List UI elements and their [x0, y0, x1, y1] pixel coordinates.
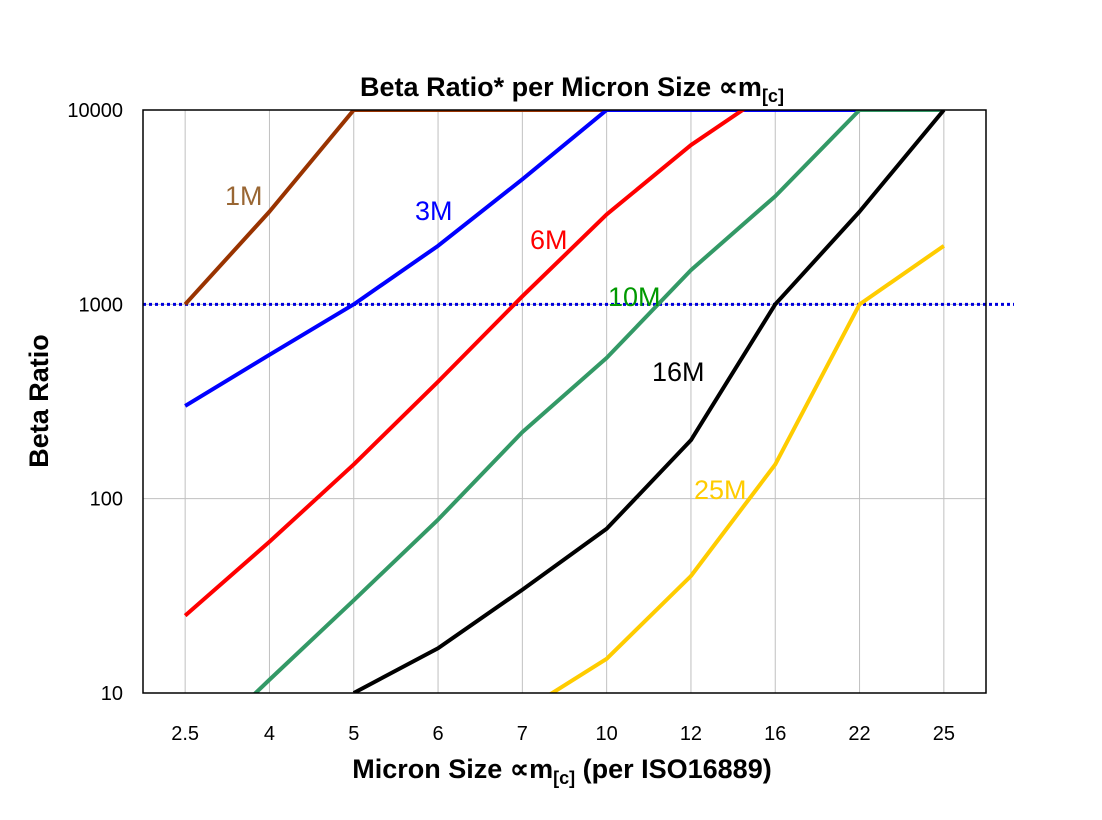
x-tick-label: 4 — [264, 723, 275, 745]
series-label-10M: 10M — [608, 282, 661, 312]
y-axis-title: Beta Ratio — [24, 334, 54, 468]
series-line-25M — [548, 244, 945, 693]
series-line-3M — [184, 110, 944, 408]
x-axis-title: Micron Size ∝m[c] (per ISO16889) — [352, 754, 771, 788]
x-tick-label: 6 — [432, 723, 443, 745]
x-tick-label: 22 — [848, 723, 870, 745]
x-tick-labels: 2.5 4 5 6 7 10 12 16 22 25 — [171, 723, 955, 745]
x-tick-label: 16 — [764, 723, 786, 745]
x-tick-label: 12 — [680, 723, 702, 745]
x-tick-label: 5 — [348, 723, 359, 745]
x-tick-label: 7 — [517, 723, 528, 745]
x-tick-label: 10 — [596, 723, 618, 745]
y-tick-label: 100 — [90, 489, 123, 511]
series-label-1M: 1M — [225, 181, 263, 211]
plot-area — [143, 110, 986, 693]
plot-border — [142, 109, 987, 694]
series-line-16M — [352, 110, 946, 693]
series-line-10M — [252, 110, 944, 693]
chart-title: Beta Ratio* per Micron Size ∝m[c] — [360, 72, 784, 106]
series-line-6M — [183, 110, 747, 618]
x-tick-label: 2.5 — [171, 723, 199, 745]
series-label-16M: 16M — [652, 357, 705, 387]
y-tick-label: 10 — [101, 683, 123, 705]
y-tick-label: 10000 — [67, 100, 123, 122]
x-tick-label: 25 — [933, 723, 955, 745]
series-label-25M: 25M — [694, 475, 747, 505]
series-lines — [183, 110, 946, 693]
series-label-6M: 6M — [530, 225, 568, 255]
series-labels: 1M 3M 6M 10M 16M 25M — [225, 181, 747, 505]
y-tick-labels: 10 100 1000 10000 — [67, 100, 123, 705]
series-line-1M — [183, 110, 944, 306]
series-label-3M: 3M — [415, 196, 453, 226]
y-tick-label: 1000 — [79, 294, 124, 316]
